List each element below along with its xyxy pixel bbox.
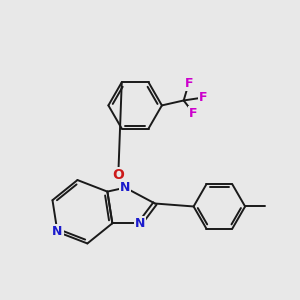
Text: F: F [199,91,208,104]
Text: N: N [120,181,130,194]
Text: N: N [135,217,145,230]
Text: O: O [112,168,124,182]
Text: N: N [52,225,63,239]
Text: F: F [184,77,193,90]
Text: F: F [189,107,198,120]
